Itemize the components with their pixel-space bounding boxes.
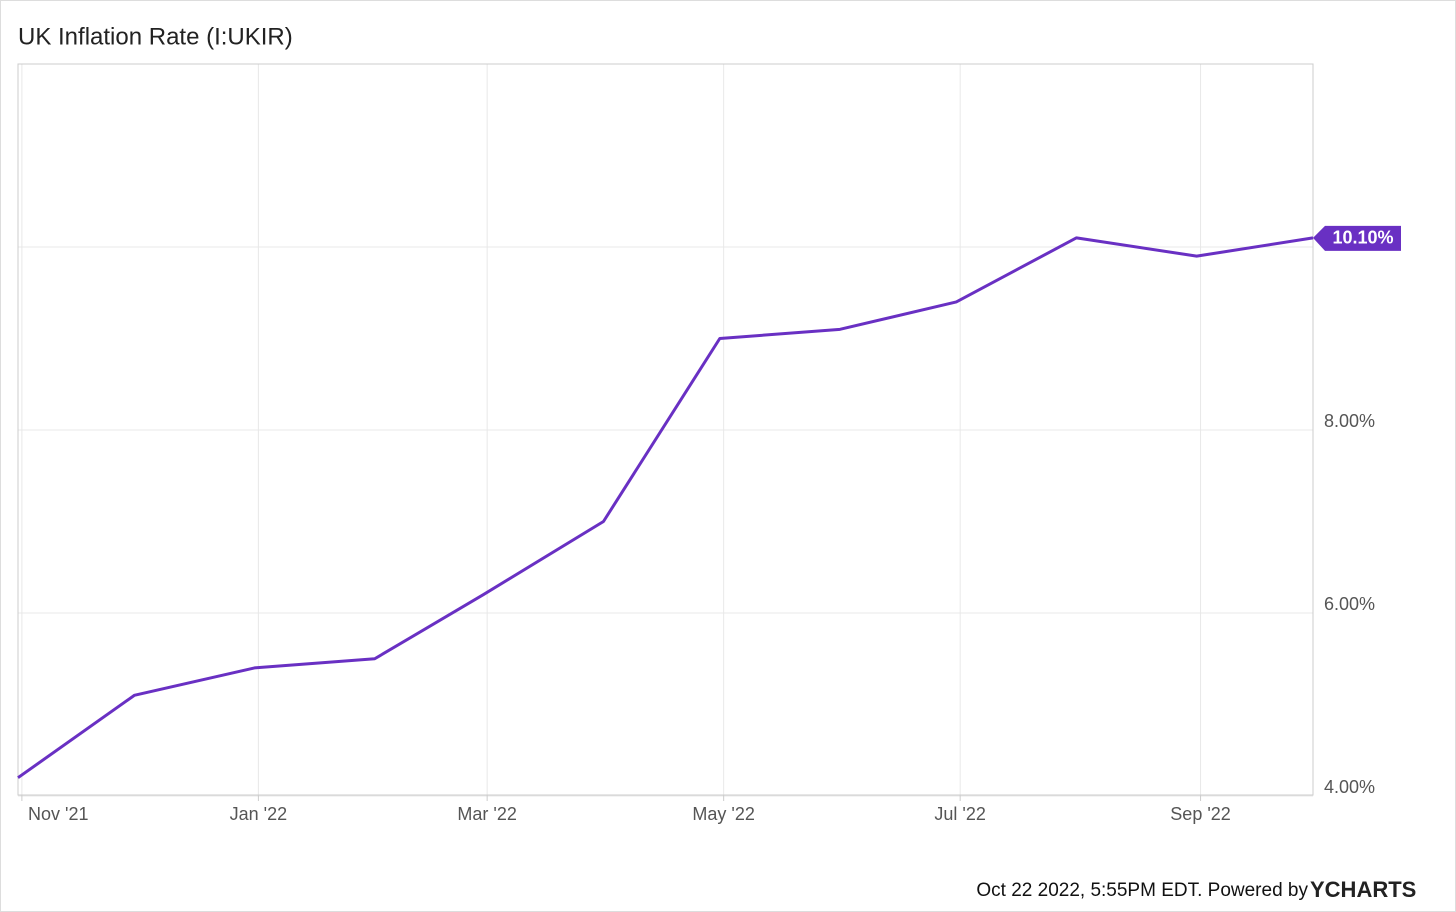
line-series bbox=[17, 236, 1314, 779]
chart-title: UK Inflation Rate (I:UKIR) bbox=[18, 23, 293, 50]
y-tick-label: 8.00% bbox=[1324, 411, 1375, 431]
brand-logo: YCHARTS bbox=[1310, 877, 1416, 902]
footer: Oct 22 2022, 5:55PM EDT. Powered by bbox=[976, 880, 1308, 901]
x-tick-label: Sep '22 bbox=[1170, 804, 1231, 824]
x-tick-label: Jan '22 bbox=[230, 804, 287, 824]
value-label: 10.10% bbox=[1332, 228, 1393, 248]
x-tick-label: Jul '22 bbox=[934, 804, 985, 824]
x-tick-label: May '22 bbox=[692, 804, 754, 824]
plot-border bbox=[17, 63, 1314, 796]
x-tick-label: Mar '22 bbox=[457, 804, 516, 824]
value-label-box bbox=[1313, 225, 1401, 251]
y-tick-label: 6.00% bbox=[1324, 594, 1375, 614]
y-tick-label: 4.00% bbox=[1324, 777, 1375, 797]
x-tick-label: Nov '21 bbox=[28, 804, 88, 824]
